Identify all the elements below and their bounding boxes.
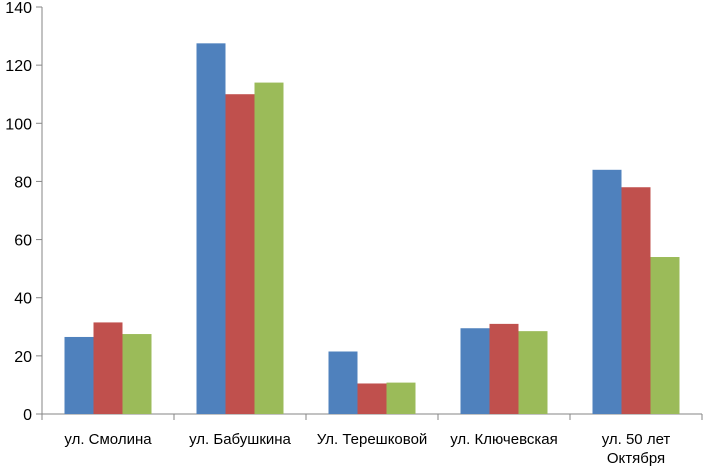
bar	[64, 336, 94, 414]
bar	[93, 322, 123, 414]
bar	[489, 323, 519, 414]
x-category-label: Ул. Терешковой	[317, 431, 428, 448]
y-tick-label: 40	[14, 291, 32, 308]
y-tick-label: 60	[14, 233, 32, 250]
x-category-label: ул. Бабушкина	[189, 431, 291, 448]
x-category-label: ул. Смолина	[64, 431, 152, 448]
y-tick-label: 0	[23, 407, 32, 424]
bar	[592, 169, 622, 414]
x-category-label: ул. 50 лет	[602, 431, 671, 448]
category-labels: ул. Смолина ул. Бабушкина Ул. Терешковой ул…	[64, 431, 670, 467]
bar	[225, 94, 255, 414]
bar	[621, 187, 651, 414]
bar	[328, 351, 358, 414]
y-tick-label: 120	[5, 58, 32, 75]
y-tick-label: 140	[5, 0, 32, 17]
bar	[460, 328, 490, 414]
bar	[254, 82, 284, 414]
x-category-label: ул. Ключевская	[450, 431, 557, 448]
bar	[650, 257, 680, 414]
y-tick-label: 100	[5, 116, 32, 133]
bar	[357, 383, 387, 414]
bars	[64, 43, 680, 414]
bar	[196, 43, 226, 414]
bar	[518, 331, 548, 414]
bar	[122, 334, 152, 414]
y-tick-label: 20	[14, 349, 32, 366]
bar	[386, 382, 416, 414]
y-axis: 0 20 40 60 80 100 120 140	[5, 0, 43, 424]
x-axis	[41, 413, 703, 420]
x-category-label: Октября	[607, 450, 665, 467]
y-tick-label: 80	[14, 174, 32, 191]
